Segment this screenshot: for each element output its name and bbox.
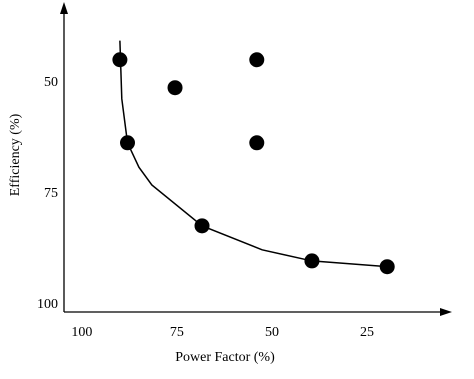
- x-axis-arrow: [440, 308, 452, 316]
- data-point: [249, 52, 265, 68]
- x-tick-label: 50: [265, 325, 279, 340]
- y-tick-label: 100: [37, 297, 58, 312]
- x-tick-label: 100: [71, 325, 92, 340]
- curve: [119, 40, 388, 268]
- x-axis-label: Power Factor (%): [175, 350, 275, 365]
- y-tick-label: 50: [44, 75, 58, 90]
- x-tick-label: 75: [170, 325, 184, 340]
- data-point: [167, 80, 183, 96]
- y-axis-label: Efficiency (%): [8, 113, 23, 196]
- y-axis-arrow: [60, 2, 68, 14]
- data-point: [249, 135, 265, 151]
- x-tick-label: 25: [360, 325, 374, 340]
- y-tick-label: 75: [44, 186, 58, 201]
